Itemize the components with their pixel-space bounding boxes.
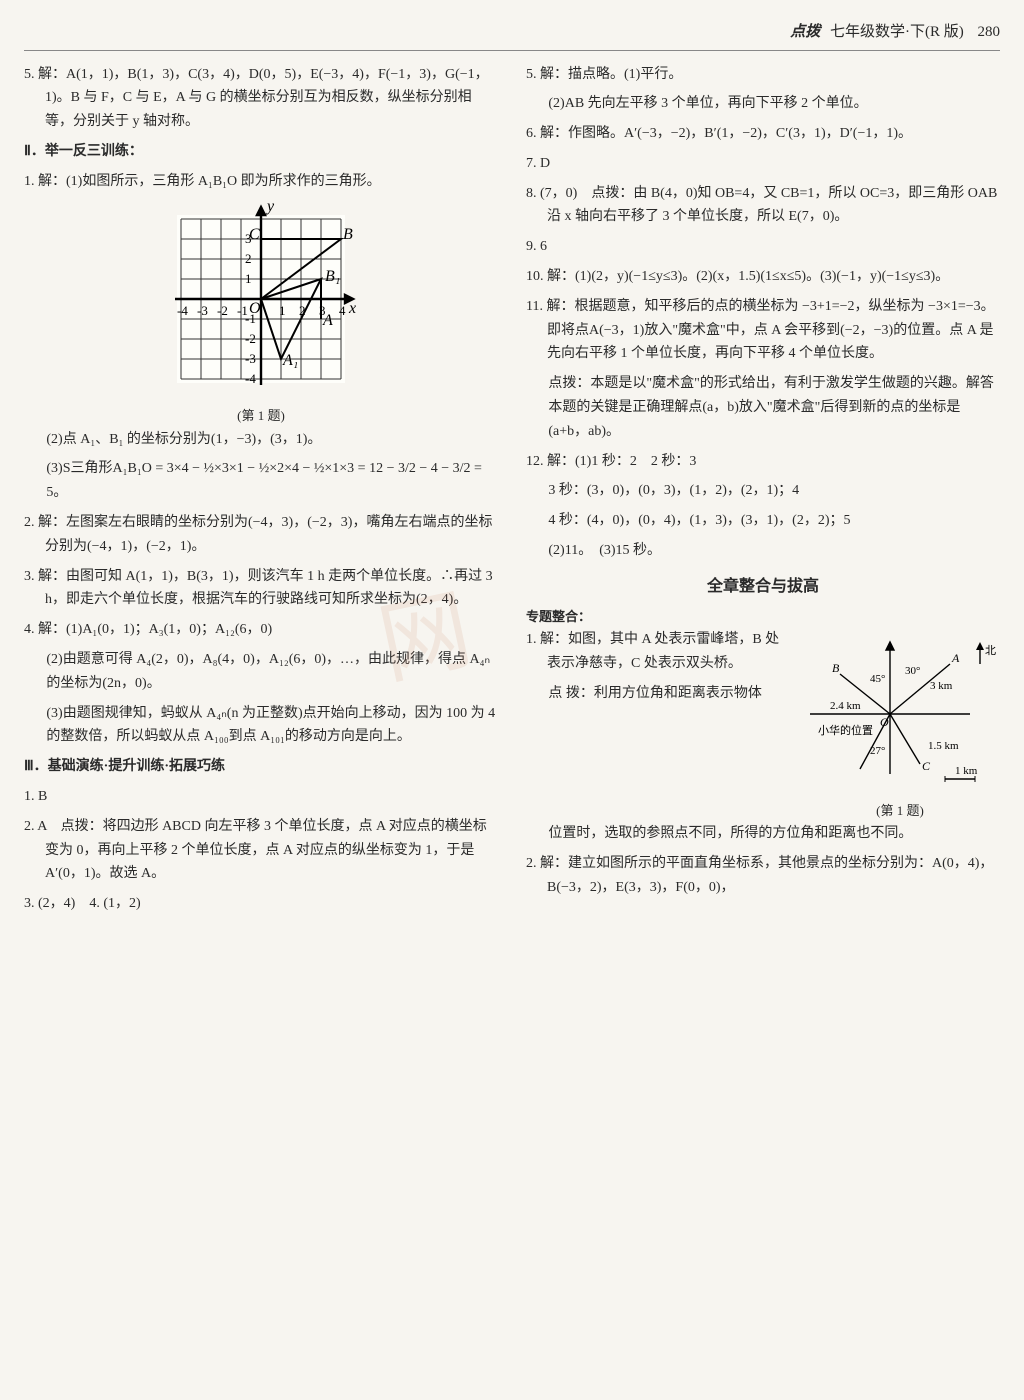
fig2-caption: (第 1 题) [800, 800, 1000, 822]
svg-text:x: x [348, 300, 356, 317]
svg-text:4: 4 [339, 303, 346, 318]
svg-text:-4: -4 [245, 371, 256, 386]
left-a1: 1. B [24, 785, 498, 809]
svg-text:2: 2 [299, 303, 306, 318]
right-q9: 9. 6 [526, 235, 1000, 259]
right-q12d: (2)11。 (3)15 秒。 [526, 539, 1000, 563]
right-q12c: 4 秒：(4，0)，(0，4)，(1，3)，(3，1)，(2，2)；5 [526, 509, 1000, 533]
left-q3: 3. 解：由图可知 A(1，1)，B(3，1)，则该汽车 1 h 走两个单位长度… [24, 565, 498, 613]
right-q1a: 1. 解：如图，其中 A 处表示雷峰塔，B 处表示净慈寺，C 处表示双头桥。 [526, 628, 792, 676]
right-q11b: 点拨：本题是以"魔术盒"的形式给出，有利于激发学生做题的兴趣。解答本题的关键是正… [526, 372, 1000, 443]
svg-text:北: 北 [985, 644, 996, 657]
svg-text:1.5 km: 1.5 km [928, 740, 959, 752]
right-q5: 5. 解：描点略。(1)平行。 [526, 63, 1000, 87]
left-q4c: (3)由题图规律知，蚂蚁从 A₄ₙ(n 为正整数)点开始向上移动，因为 100 … [24, 702, 498, 750]
fig1-caption: (第 1 题) [24, 405, 498, 427]
svg-text:O: O [880, 715, 889, 729]
left-column: 5. 解：A(1，1)，B(1，3)，C(3，4)，D(0，5)，E(−3，4)… [24, 63, 498, 922]
page-header: 点拨 七年级数学·下(R 版) 280 [24, 20, 1000, 51]
svg-text:-3: -3 [245, 351, 256, 366]
right-q12a: 12. 解：(1)1 秒：2 2 秒：3 [526, 450, 1000, 474]
right-q8: 8. (7，0) 点拨：由 B(4，0)知 OB=4，又 CB=1，所以 OC=… [526, 182, 1000, 230]
left-q4b: (2)由题意可得 A₄(2，0)，A₈(4，0)，A₁₂(6，0)，…，由此规律… [24, 648, 498, 696]
right-q5b: (2)AB 先向左平移 3 个单位，再向下平移 2 个单位。 [526, 92, 1000, 116]
right-q2: 2. 解：建立如图所示的平面直角坐标系，其他景点的坐标分别为：A(0，4)，B(… [526, 852, 1000, 900]
brand: 点拨 [790, 24, 820, 40]
header-title: 七年级数学·下(R 版) [830, 24, 964, 40]
right-q11a: 11. 解：根据题意，知平移后的点的横坐标为 −3+1=−2，纵坐标为 −3×1… [526, 295, 1000, 366]
section-3-head: Ⅲ．基础演练·提升训练·拓展巧练 [24, 755, 498, 779]
svg-text:3 km: 3 km [930, 680, 953, 692]
right-q1c: 位置时，选取的参照点不同，所得的方位角和距离也不同。 [526, 822, 1000, 846]
left-q4a: 4. 解：(1)A₁(0，1)；A₃(1，0)；A₁₂(6，0) [24, 618, 498, 642]
section-2-head: Ⅱ．举一反三训练： [24, 140, 498, 164]
right-q1b: 点 拨：利用方位角和距离表示物体 [526, 682, 792, 706]
svg-text:3: 3 [319, 303, 326, 318]
compass-figure: A B C O 30° 45° 27° 3 km 2.4 km 1.5 km 小华的位置… [800, 634, 1000, 794]
svg-text:小华的位置: 小华的位置 [818, 723, 873, 737]
svg-text:-3: -3 [197, 303, 208, 318]
svg-text:B₁: B₁ [325, 268, 340, 285]
page-number: 280 [978, 24, 1001, 40]
left-q1a: 1. 解：(1)如图所示，三角形 A₁B₁O 即为所求作的三角形。 [24, 170, 498, 194]
topic-head: 专题整合： [526, 606, 1000, 628]
two-column-layout: 5. 解：A(1，1)，B(1，3)，C(3，4)，D(0，5)，E(−3，4)… [24, 63, 1000, 922]
svg-text:2: 2 [245, 251, 252, 266]
svg-text:-1: -1 [245, 311, 256, 326]
svg-text:B: B [343, 226, 353, 243]
svg-text:27°: 27° [870, 745, 885, 757]
svg-text:30°: 30° [905, 665, 920, 677]
right-q6: 6. 解：作图略。A′(−3，−2)，B′(1，−2)，C′(3，1)，D′(−… [526, 122, 1000, 146]
svg-text:B: B [832, 661, 840, 675]
left-q5: 5. 解：A(1，1)，B(1，3)，C(3，4)，D(0，5)，E(−3，4)… [24, 63, 498, 134]
left-a3: 3. (2，4) 4. (1，2) [24, 892, 498, 916]
svg-text:3: 3 [245, 231, 252, 246]
svg-text:-2: -2 [217, 303, 228, 318]
right-q10: 10. 解：(1)(2，y)(−1≤y≤3)。(2)(x，1.5)(1≤x≤5)… [526, 265, 1000, 289]
right-q12b: 3 秒：(3，0)，(0，3)，(1，2)，(2，1)；4 [526, 479, 1000, 503]
grid-figure: BC OB₁ AA₁ xy -4-3 -2-1 12 34 12 3 -1-2 … [161, 199, 361, 399]
right-column: 5. 解：描点略。(1)平行。 (2)AB 先向左平移 3 个单位，再向下平移 … [526, 63, 1000, 922]
left-q1c: (3)S三角形A₁B₁O = 3×4 − ½×3×1 − ½×2×4 − ½×1… [24, 457, 498, 505]
svg-text:y: y [265, 199, 275, 215]
svg-text:A₁: A₁ [282, 352, 298, 369]
svg-text:-4: -4 [177, 303, 188, 318]
svg-text:1: 1 [279, 303, 286, 318]
svg-text:C: C [922, 759, 931, 773]
svg-text:2.4 km: 2.4 km [830, 700, 861, 712]
left-q2: 2. 解：左图案左右眼睛的坐标分别为(−4，3)，(−2，3)，嘴角左右端点的坐… [24, 511, 498, 559]
svg-text:1: 1 [245, 271, 252, 286]
right-q7: 7. D [526, 152, 1000, 176]
left-q1b: (2)点 A₁、B₁ 的坐标分别为(1，−3)，(3，1)。 [24, 428, 498, 452]
svg-text:1 km: 1 km [955, 765, 978, 777]
svg-text:-2: -2 [245, 331, 256, 346]
left-a2: 2. A 点拨：将四边形 ABCD 向左平移 3 个单位长度，点 A 对应点的横… [24, 815, 498, 886]
q1-row: 1. 解：如图，其中 A 处表示雷峰塔，B 处表示净慈寺，C 处表示双头桥。 点… [526, 628, 1000, 822]
svg-text:45°: 45° [870, 673, 885, 685]
svg-text:A: A [951, 651, 960, 665]
chapter-title: 全章整合与拔高 [526, 573, 1000, 600]
